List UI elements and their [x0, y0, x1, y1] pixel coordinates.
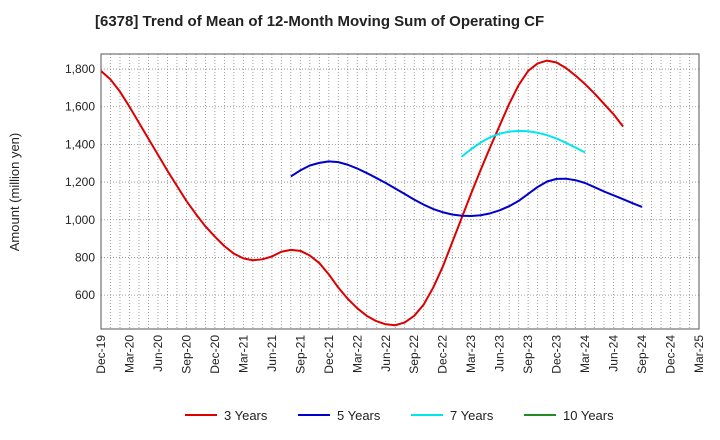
legend: 3 Years 5 Years 7 Years 10 Years [185, 408, 614, 423]
x-tick-label: Mar-20 [122, 335, 136, 373]
x-tick-label: Sep-24 [635, 335, 649, 374]
legend-label: 5 Years [337, 408, 381, 423]
x-tick-label: Dec-24 [664, 335, 678, 374]
x-tick-label: Jun-21 [265, 335, 279, 372]
x-tick-label: Mar-21 [236, 335, 250, 373]
x-tick-label: Jun-20 [151, 335, 165, 372]
x-tick-label: Dec-22 [436, 335, 450, 374]
x-tick-label: Mar-25 [692, 335, 706, 373]
x-tick-label: Mar-22 [350, 335, 364, 373]
x-tick-label: Dec-19 [94, 335, 108, 374]
y-tick-label: 1,400 [65, 137, 95, 151]
y-tick-label: 1,000 [65, 213, 95, 227]
x-tick-label: Jun-24 [607, 335, 621, 372]
x-tick-label: Sep-20 [179, 335, 193, 374]
y-tick-label: 600 [75, 288, 95, 302]
x-tick-label: Dec-20 [208, 335, 222, 374]
series-line-3-years [100, 59, 624, 327]
x-tick-label: Jun-23 [493, 335, 507, 372]
x-tick-label: Mar-24 [578, 335, 592, 373]
chart-title: [6378] Trend of Mean of 12-Month Moving … [95, 13, 545, 30]
x-tick-label: Sep-22 [407, 335, 421, 374]
series-line-5-years [290, 160, 643, 217]
legend-label: 3 Years [224, 408, 268, 423]
y-tick-label: 800 [75, 250, 95, 264]
y-tick-label: 1,800 [65, 62, 95, 76]
legend-label: 7 Years [450, 408, 494, 423]
x-axis: Dec-19 Mar-20 Jun-20 Sep-20 Dec-20 Mar-21 Jun-… [94, 335, 706, 374]
y-axis-label: Amount (million yen) [7, 133, 22, 252]
x-tick-label: Sep-21 [293, 335, 307, 374]
series-line-7-years [461, 129, 586, 158]
y-tick-label: 1,200 [65, 175, 95, 189]
x-tick-label: Jun-22 [379, 335, 393, 372]
grid [101, 54, 699, 329]
legend-label: 10 Years [563, 408, 614, 423]
y-tick-label: 1,600 [65, 100, 95, 114]
y-axis: 600 800 1,000 1,200 1,400 1,600 1,800 [65, 62, 95, 302]
x-tick-label: Dec-23 [550, 335, 564, 374]
x-tick-label: Sep-23 [521, 335, 535, 374]
series-lines [100, 59, 643, 327]
plot-frame [100, 53, 700, 330]
x-tick-label: Dec-21 [322, 335, 336, 374]
x-tick-label: Mar-23 [464, 335, 478, 373]
